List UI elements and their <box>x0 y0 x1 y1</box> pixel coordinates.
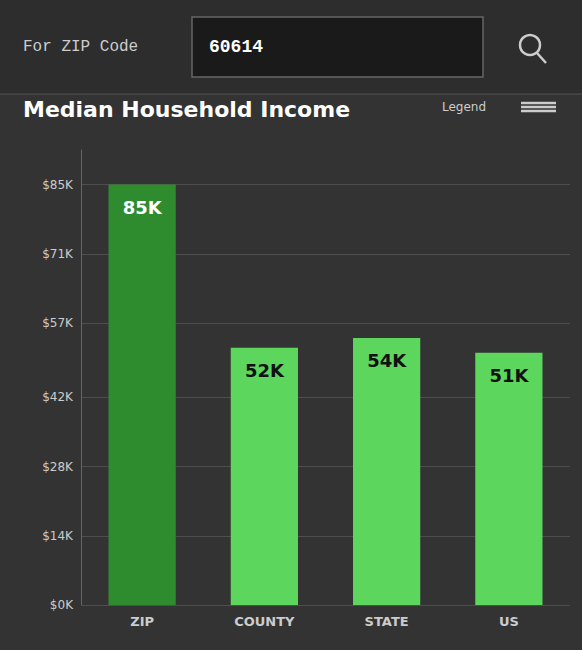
svg-text:$71K: $71K <box>42 247 74 261</box>
svg-text:STATE: STATE <box>365 614 409 629</box>
svg-text:54K: 54K <box>367 350 407 371</box>
svg-text:For ZIP Code: For ZIP Code <box>23 38 138 56</box>
svg-text:COUNTY: COUNTY <box>234 614 295 629</box>
svg-text:52K: 52K <box>245 360 285 381</box>
svg-text:85K: 85K <box>123 197 163 218</box>
svg-text:$14K: $14K <box>42 529 74 543</box>
svg-text:$57K: $57K <box>42 316 74 330</box>
svg-text:$28K: $28K <box>42 460 74 474</box>
svg-text:$85K: $85K <box>42 178 74 192</box>
svg-text:$0K: $0K <box>50 598 74 612</box>
svg-text:51K: 51K <box>489 365 529 386</box>
svg-text:Legend: Legend <box>442 100 486 114</box>
svg-text:$42K: $42K <box>42 390 74 404</box>
svg-text:ZIP: ZIP <box>130 614 154 629</box>
svg-text:US: US <box>499 614 519 629</box>
svg-text:60614: 60614 <box>209 37 263 57</box>
svg-text:Median Household Income: Median Household Income <box>23 97 350 122</box>
